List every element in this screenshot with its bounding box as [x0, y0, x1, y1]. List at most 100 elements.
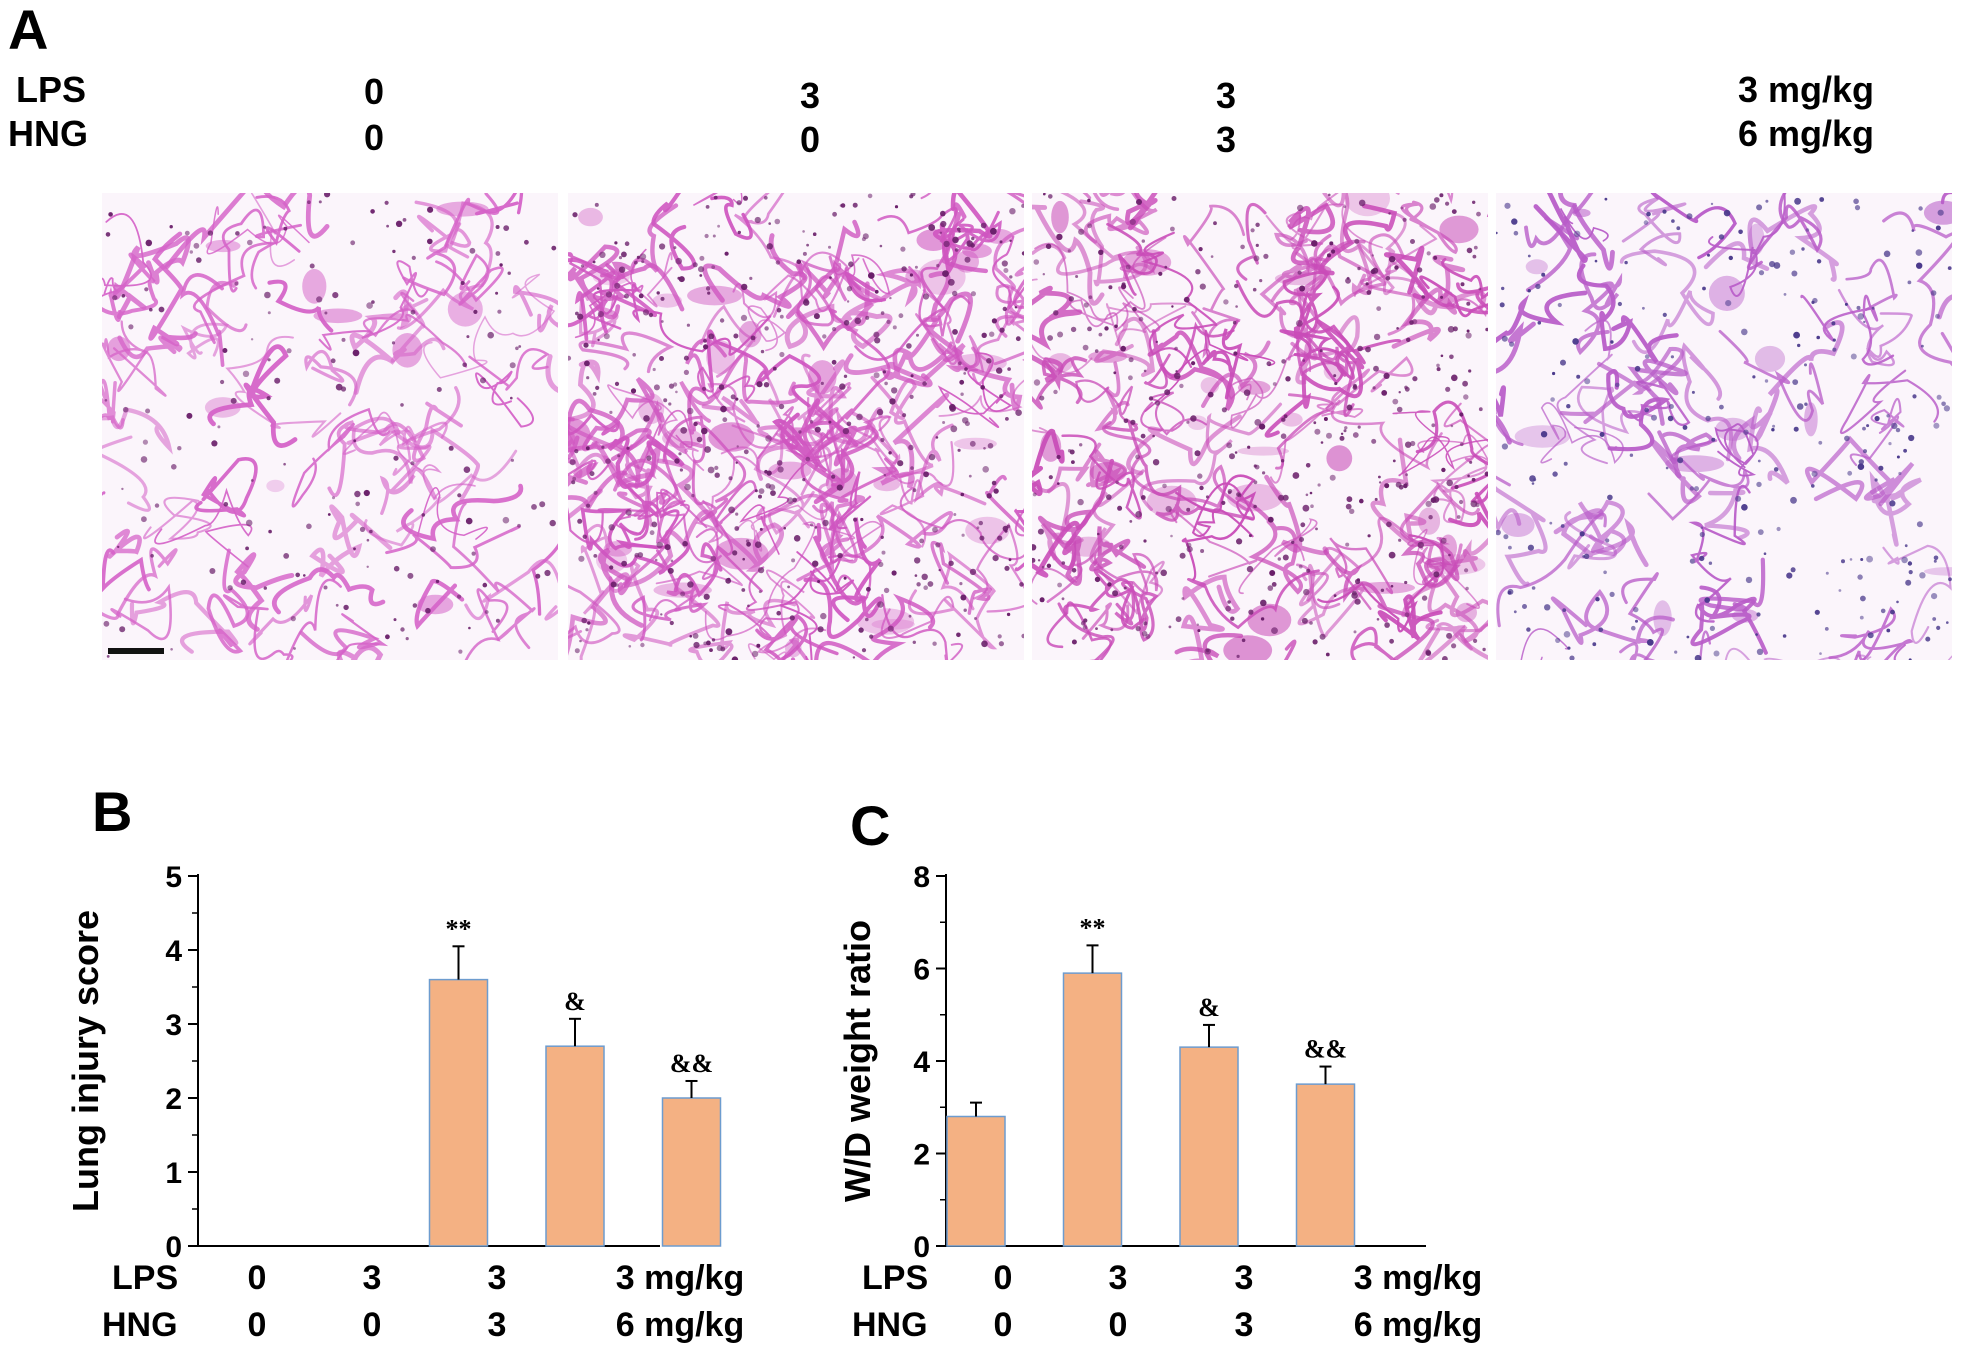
- cell-nucleus: [1292, 472, 1300, 479]
- cell-nucleus: [940, 210, 946, 217]
- cell-nucleus: [751, 650, 759, 658]
- cell-nucleus: [1859, 615, 1864, 620]
- cell-nucleus: [369, 529, 373, 534]
- lps-row-label: LPS: [16, 69, 87, 110]
- tissue-strand: [1032, 278, 1093, 374]
- panel-c-bar: [1295, 1083, 1356, 1247]
- cell-nucleus: [659, 356, 664, 361]
- cell-nucleus: [1790, 567, 1796, 573]
- cell-nucleus: [587, 621, 591, 625]
- cell-nucleus: [640, 642, 645, 648]
- cell-nucleus: [391, 341, 396, 345]
- cell-nucleus: [963, 372, 967, 375]
- cell-nucleus: [1309, 491, 1313, 495]
- tissue-strand: [785, 219, 861, 352]
- cell-nucleus: [660, 320, 664, 323]
- cell-nucleus: [1128, 375, 1133, 381]
- cell-nucleus: [1210, 255, 1214, 258]
- cell-nucleus: [991, 318, 997, 324]
- cell-nucleus: [942, 421, 946, 424]
- cell-nucleus: [999, 394, 1004, 399]
- cell-nucleus: [1874, 415, 1880, 422]
- tissue-patch: [1501, 513, 1535, 537]
- cell-nucleus: [953, 513, 957, 516]
- cell-nucleus: [998, 641, 1004, 647]
- cell-nucleus: [997, 535, 1003, 541]
- tissue-strand: [1032, 442, 1102, 493]
- cell-nucleus: [1451, 374, 1458, 382]
- cell-nucleus: [1473, 245, 1478, 250]
- cell-nucleus: [1121, 282, 1126, 287]
- cell-nucleus: [1867, 632, 1874, 639]
- cell-nucleus: [421, 513, 426, 517]
- cell-nucleus: [919, 538, 924, 544]
- cell-nucleus: [1442, 656, 1448, 660]
- tissue-patch: [302, 268, 327, 304]
- cell-nucleus: [999, 327, 1005, 333]
- panel-a-hng-value-1: 0: [363, 117, 385, 158]
- tissue-strand: [1718, 329, 1825, 422]
- cell-nucleus: [1694, 654, 1702, 660]
- panel-c-lps-value: 0: [994, 1259, 1013, 1297]
- cell-nucleus: [1933, 555, 1939, 561]
- cell-nucleus: [1668, 404, 1674, 409]
- cell-nucleus: [1392, 459, 1396, 463]
- tissue-strand: [1324, 516, 1424, 570]
- cell-nucleus: [806, 243, 809, 247]
- cell-nucleus: [1248, 609, 1254, 615]
- cell-nucleus: [679, 468, 683, 472]
- cell-nucleus: [1466, 329, 1470, 333]
- cell-nucleus: [812, 232, 817, 236]
- cell-nucleus: [593, 490, 598, 495]
- cell-nucleus: [1367, 534, 1371, 538]
- cell-nucleus: [1635, 619, 1638, 623]
- cell-nucleus: [1327, 253, 1331, 258]
- cell-nucleus: [916, 333, 919, 337]
- cell-nucleus: [999, 240, 1003, 244]
- cell-nucleus: [1947, 266, 1952, 270]
- cell-nucleus: [1603, 570, 1607, 575]
- tissue-strand: [1187, 569, 1320, 630]
- panel-c-y-tick-label: 8: [913, 861, 930, 894]
- cell-nucleus: [867, 193, 873, 199]
- cell-nucleus: [889, 398, 896, 405]
- cell-nucleus: [1014, 306, 1018, 309]
- cell-nucleus: [1075, 275, 1079, 278]
- cell-nucleus: [341, 337, 346, 342]
- panel-c-hng-value: 0: [1109, 1306, 1128, 1344]
- cell-nucleus: [1162, 483, 1167, 489]
- cell-nucleus: [584, 360, 590, 367]
- panel-c-lps-value: 3: [1235, 1259, 1254, 1297]
- cell-nucleus: [968, 474, 972, 478]
- panel-b-lps-label: LPS: [112, 1259, 178, 1297]
- cell-nucleus: [1048, 475, 1053, 480]
- tissue-strand: [908, 266, 971, 337]
- cell-nucleus: [1260, 599, 1267, 607]
- tissue-strand: [755, 614, 839, 660]
- cell-nucleus: [621, 560, 627, 567]
- cell-nucleus: [1793, 426, 1799, 432]
- cell-nucleus: [674, 458, 680, 464]
- tissue-strand: [1175, 474, 1257, 581]
- cell-nucleus: [1552, 371, 1556, 376]
- cell-nucleus: [1106, 494, 1112, 500]
- cell-nucleus: [1299, 537, 1304, 542]
- cell-nucleus: [1301, 617, 1308, 624]
- cell-nucleus: [1047, 335, 1053, 341]
- cell-nucleus: [1853, 198, 1859, 205]
- cell-nucleus: [145, 408, 151, 414]
- cell-nucleus: [1915, 249, 1923, 256]
- tissue-strand: [1606, 369, 1671, 452]
- panel-c-y-tick-label: 2: [913, 1139, 930, 1172]
- cell-nucleus: [1087, 223, 1092, 229]
- cell-nucleus: [948, 560, 954, 566]
- cell-nucleus: [1456, 515, 1461, 519]
- tissue-strand: [1282, 270, 1340, 340]
- cell-nucleus: [149, 307, 153, 312]
- panel-c-hng-label: HNG: [852, 1306, 928, 1344]
- cell-nucleus: [411, 255, 416, 260]
- cell-nucleus: [1334, 381, 1338, 386]
- cell-nucleus: [725, 628, 733, 636]
- cell-nucleus: [1098, 249, 1104, 255]
- cell-nucleus: [593, 554, 598, 558]
